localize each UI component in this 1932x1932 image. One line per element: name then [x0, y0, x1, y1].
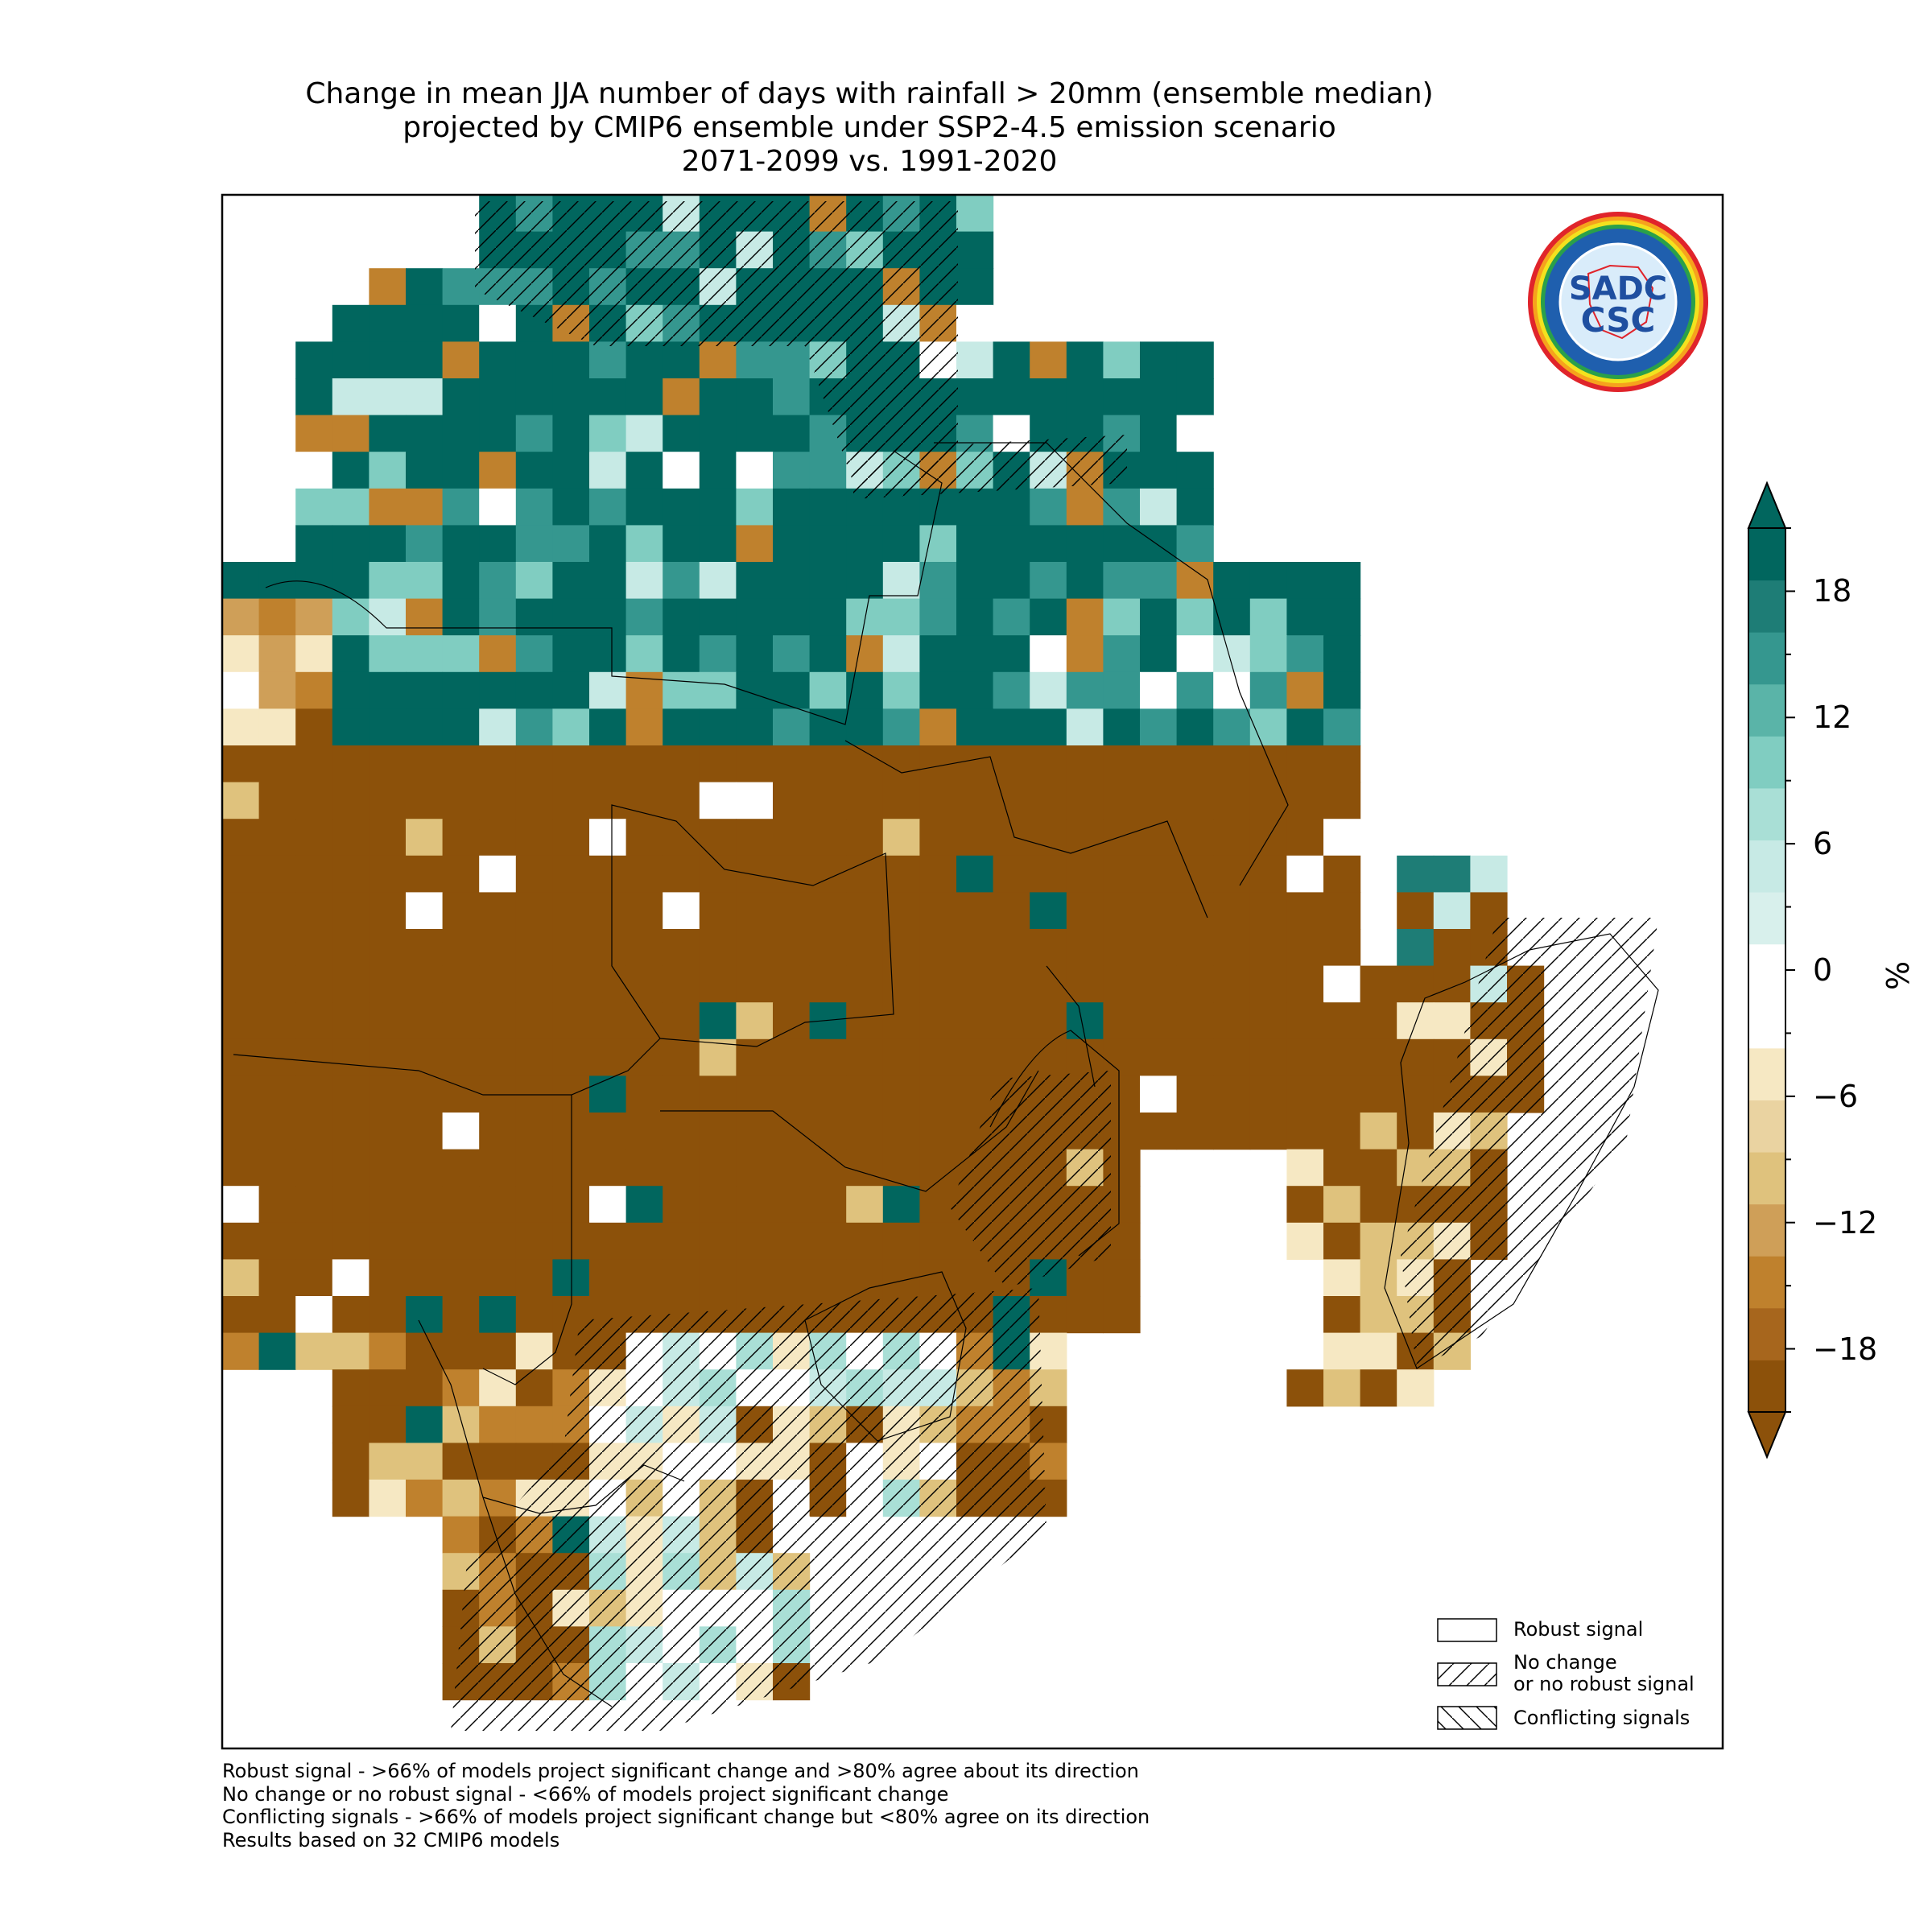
- legend-robust-label: Robust signal: [1513, 1619, 1643, 1641]
- colorbar-segment: [1748, 1256, 1785, 1308]
- colorbar-segment: [1748, 944, 1785, 997]
- colorbar-segment: [1748, 736, 1785, 788]
- logo-mark-bottom: CSC: [1581, 300, 1656, 340]
- legend-conflicting-label: Conflicting signals: [1513, 1707, 1690, 1729]
- colorbar-tick-label: 18: [1813, 576, 1852, 606]
- colorbar-extend-max: [1748, 483, 1785, 528]
- colorbar-tick-label: 6: [1813, 828, 1832, 859]
- colorbar-segment: [1748, 1360, 1785, 1412]
- colorbar-ticks: [1785, 528, 1795, 1412]
- sadc-csc-logo: SADC CSC: [1525, 209, 1711, 394]
- colorbar-segment: [1748, 788, 1785, 840]
- colorbar-extend-min: [1748, 1412, 1785, 1457]
- colorbar-segment: [1748, 996, 1785, 1048]
- colorbar-segments: [1748, 483, 1785, 1457]
- footnotes: Robust signal - >66% of models project s…: [222, 1760, 1150, 1852]
- colorbar-segment: [1748, 1152, 1785, 1204]
- colorbar-tick-label: 12: [1813, 702, 1852, 733]
- colorbar-unit: %: [1880, 961, 1916, 990]
- colorbar-segment: [1748, 528, 1785, 580]
- colorbar-tick-label: −12: [1813, 1208, 1877, 1238]
- colorbar-segment: [1748, 1048, 1785, 1100]
- colorbar-segment: [1748, 580, 1785, 633]
- footnote-3: Conflicting signals - >66% of models pro…: [222, 1806, 1150, 1829]
- colorbar-segment: [1748, 684, 1785, 737]
- colorbar-segment: [1748, 892, 1785, 944]
- legend-nochange-label-1: No change: [1513, 1652, 1617, 1674]
- footnote-2: No change or no robust signal - <66% of …: [222, 1783, 1150, 1806]
- footnote-4: Results based on 32 CMIP6 models: [222, 1829, 1150, 1852]
- colorbar-segment: [1748, 1308, 1785, 1360]
- colorbar-segment: [1748, 632, 1785, 684]
- footnote-1: Robust signal - >66% of models project s…: [222, 1760, 1150, 1783]
- legend-nochange-label-2: or no robust signal: [1513, 1674, 1695, 1695]
- colorbar-segment: [1748, 1204, 1785, 1257]
- colorbar-segment: [1748, 1100, 1785, 1152]
- colorbar-segment: [1748, 840, 1785, 893]
- colorbar-tick-label: −18: [1813, 1334, 1877, 1364]
- colorbar-tick-label: −6: [1813, 1081, 1858, 1112]
- colorbar-tick-label: 0: [1813, 955, 1832, 985]
